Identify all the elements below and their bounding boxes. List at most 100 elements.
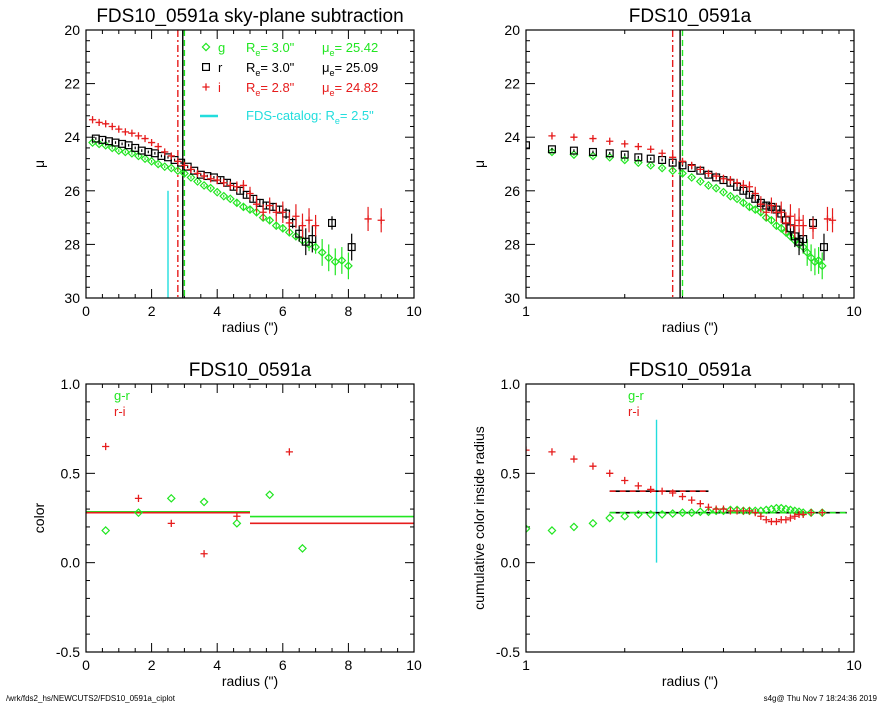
data-point-i xyxy=(606,137,614,145)
data-point-i xyxy=(726,176,735,184)
data-point-g xyxy=(147,156,157,166)
data-point-g xyxy=(756,207,766,217)
legend-entry: g Re= 3.0" μe= 25.42 xyxy=(201,40,378,58)
legend-effective-radius: Re= 3.0" xyxy=(246,40,295,58)
data-point-g xyxy=(738,198,748,208)
data-point-i xyxy=(174,157,182,165)
data-point-r-i xyxy=(739,507,747,515)
legend-surface-brightness: μe= 25.09 xyxy=(322,60,378,78)
plot-frame xyxy=(85,383,415,653)
data-point-r-i xyxy=(807,509,815,517)
data-point-r xyxy=(569,146,578,155)
chart-title: FDS10_0591a xyxy=(629,6,752,27)
data-point-i xyxy=(167,152,175,160)
data-point-r-i xyxy=(688,496,696,504)
data-point-g xyxy=(678,168,687,178)
data-point-r-i xyxy=(621,476,629,485)
data-point-g xyxy=(704,180,713,190)
y-tick-label: 28 xyxy=(64,236,80,252)
data-point-g xyxy=(284,227,294,237)
data-point-i xyxy=(791,222,799,230)
legend-marker xyxy=(202,62,211,71)
data-point-g-r xyxy=(678,508,687,518)
x-tick-label: 2 xyxy=(148,303,156,319)
y-axis-label: μ xyxy=(31,160,47,168)
data-point-r-i xyxy=(757,512,765,520)
data-point-g-r xyxy=(569,522,579,532)
x-axis-label: radius (") xyxy=(662,319,718,335)
data-point-g xyxy=(766,215,776,225)
data-point-g xyxy=(732,194,742,204)
data-point-g xyxy=(199,180,209,190)
data-point-g xyxy=(245,205,255,215)
x-tick-label: 4 xyxy=(213,657,221,673)
data-point-g-r xyxy=(657,509,667,519)
data-point-g-r xyxy=(298,543,307,553)
data-point-g xyxy=(814,256,824,265)
data-point-r xyxy=(620,150,629,159)
data-point-i xyxy=(377,216,385,224)
legend-surface-brightness: μe= 24.82 xyxy=(322,80,378,98)
data-point-g xyxy=(265,215,275,225)
data-point-g xyxy=(271,221,281,231)
data-point-i xyxy=(589,134,597,143)
y-tick-label: 0.5 xyxy=(61,465,81,481)
y-tick-label: 24 xyxy=(64,129,80,145)
plot-frame xyxy=(525,383,855,653)
data-point-r-i xyxy=(704,503,713,511)
data-point-r xyxy=(634,153,643,162)
data-point-g xyxy=(761,213,771,223)
data-point-i xyxy=(757,200,765,208)
plot-area xyxy=(526,30,837,298)
data-point-i xyxy=(200,172,208,180)
data-point-r-i xyxy=(733,507,741,515)
x-tick-label: 1 xyxy=(522,657,530,673)
legend-marker xyxy=(202,83,210,91)
data-point-g-r xyxy=(232,518,242,528)
data-point-r-i xyxy=(799,510,807,519)
data-point-g-r xyxy=(547,526,557,535)
plot-frame xyxy=(85,29,415,299)
y-tick-label: -0.5 xyxy=(56,644,80,660)
y-tick-label: 24 xyxy=(504,129,520,145)
data-point-g xyxy=(127,148,137,158)
data-point-g-r xyxy=(101,526,111,535)
x-axis-label: radius (") xyxy=(222,673,278,689)
chart-panel-1: FDS10_0591a sky-plane subtraction radius … xyxy=(31,6,422,335)
data-point-r-i xyxy=(786,514,795,522)
legend-surface-brightness: μe= 25.42 xyxy=(322,40,378,58)
data-point-i xyxy=(272,208,280,216)
data-point-g xyxy=(744,202,754,212)
data-point-g xyxy=(687,172,697,182)
data-point-r xyxy=(588,147,597,156)
y-tick-label: 1.0 xyxy=(501,376,521,392)
y-tick-label: 30 xyxy=(64,290,80,306)
legend-label: r-i xyxy=(628,404,640,419)
data-point-i xyxy=(220,179,228,187)
data-point-g-r xyxy=(695,507,705,517)
data-point-r-i xyxy=(589,462,597,470)
data-point-i xyxy=(292,212,300,220)
legend-marker xyxy=(201,42,211,52)
x-tick-label: 0 xyxy=(82,303,90,319)
data-point-g xyxy=(232,198,242,208)
data-point-g xyxy=(212,187,222,197)
data-point-g-r xyxy=(134,508,143,518)
data-point-i xyxy=(305,216,313,224)
data-point-i xyxy=(187,165,195,173)
data-point-i xyxy=(364,215,372,223)
data-point-g xyxy=(785,231,795,241)
data-point-r-i xyxy=(678,492,687,501)
data-point-g xyxy=(668,166,678,176)
data-point-r-i xyxy=(606,469,614,477)
data-point-i xyxy=(226,181,234,190)
x-tick-label: 2 xyxy=(148,657,156,673)
data-point-i xyxy=(115,125,123,133)
x-tick-label: 6 xyxy=(279,303,287,319)
data-point-g xyxy=(304,239,314,249)
data-point-g xyxy=(810,257,820,267)
data-point-g xyxy=(547,147,557,157)
data-point-r xyxy=(547,145,556,154)
data-point-r-i xyxy=(726,507,735,515)
data-point-r-i xyxy=(745,507,754,515)
